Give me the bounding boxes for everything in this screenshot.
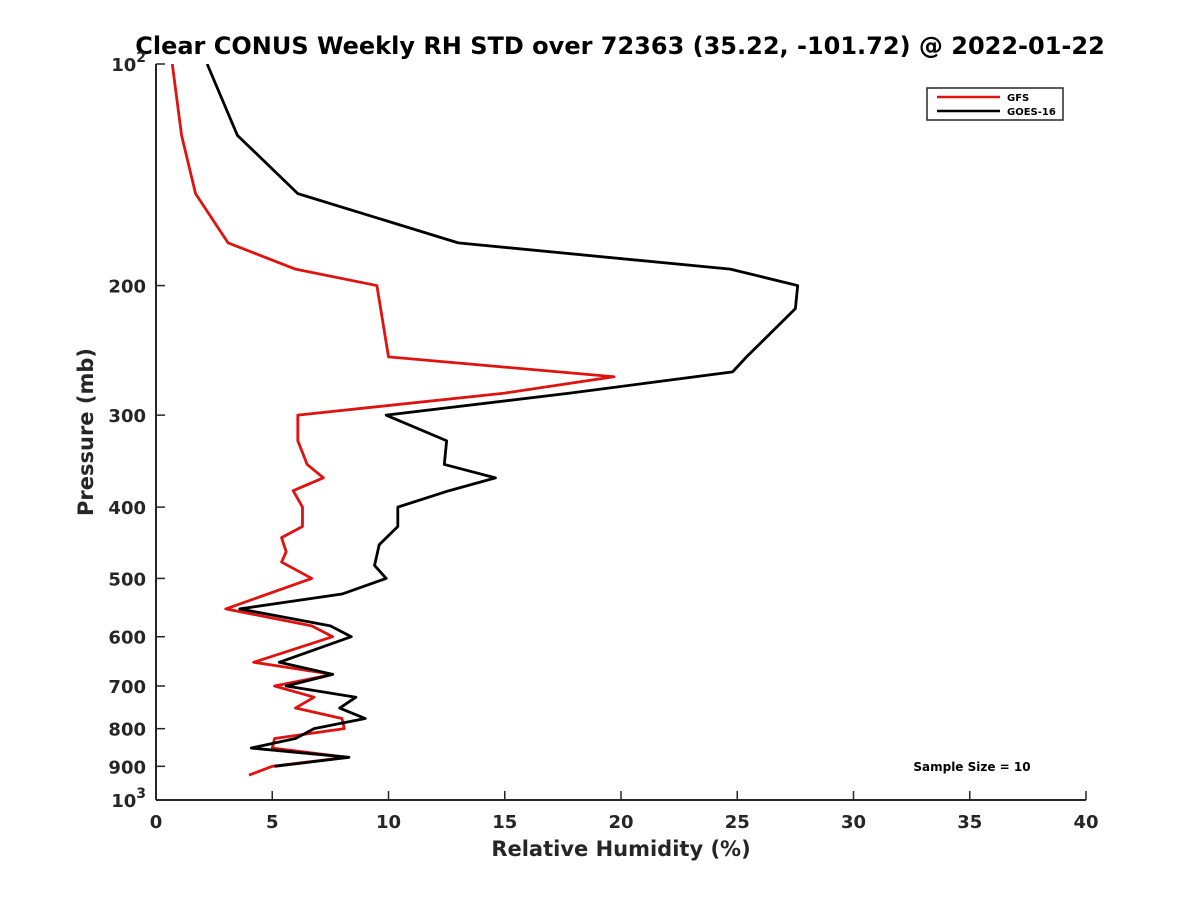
y-tick-label-base: 700 — [108, 677, 146, 698]
x-tick-label: 35 — [957, 812, 982, 833]
y-tick-label-base: 200 — [108, 277, 146, 298]
y-tick-label-base: 400 — [108, 498, 146, 519]
x-tick-label: 30 — [841, 812, 866, 833]
y-tick-label-base: 10 — [111, 791, 136, 812]
y-tick-label: 900 — [108, 757, 146, 778]
x-ticks: 0 5 10 15 20 25 30 35 40 — [150, 791, 1099, 833]
x-tick-label: 20 — [608, 812, 633, 833]
x-tick-label: 15 — [492, 812, 517, 833]
y-tick-label: 800 — [108, 720, 146, 741]
chart-title: Clear CONUS Weekly RH STD over 72363 (35… — [135, 32, 1105, 60]
legend-label-gfs: GFS — [1007, 93, 1029, 104]
sample-size-annotation: Sample Size = 10 — [913, 760, 1030, 774]
y-tick-label-base: 800 — [108, 720, 146, 741]
y-tick-label-base: 900 — [108, 757, 146, 778]
y-tick-label-exponent: 2 — [136, 50, 146, 66]
legend: GFS GOES-16 — [926, 87, 1064, 121]
y-tick-label-base: 500 — [108, 569, 146, 590]
legend-label-goes16: GOES-16 — [1007, 107, 1056, 118]
y-tick-label: 600 — [108, 628, 146, 649]
y-tick-label: 500 — [108, 569, 146, 590]
y-tick-label: 300 — [108, 406, 146, 427]
series-group — [170, 64, 800, 777]
x-tick-label: 10 — [376, 812, 401, 833]
x-axis-label: Relative Humidity (%) — [491, 837, 750, 861]
x-tick-label: 25 — [725, 812, 750, 833]
x-tick-label: 5 — [266, 812, 279, 833]
y-tick-label: 700 — [108, 677, 146, 698]
y-tick-label-base: 300 — [108, 406, 146, 427]
y-tick-label: 200 — [108, 277, 146, 298]
y-tick-label: 103 — [111, 786, 146, 812]
y-tick-label-base: 600 — [108, 628, 146, 649]
x-tick-label: 0 — [150, 812, 163, 833]
y-axis-label: Pressure (mb) — [74, 348, 98, 516]
legend-box — [926, 87, 1064, 121]
y-tick-label-base: 10 — [111, 55, 136, 76]
y-tick-label: 102 — [111, 50, 146, 76]
x-tick-label: 40 — [1073, 812, 1098, 833]
y-tick-label-exponent: 3 — [136, 786, 146, 802]
y-tick-label: 400 — [108, 498, 146, 519]
